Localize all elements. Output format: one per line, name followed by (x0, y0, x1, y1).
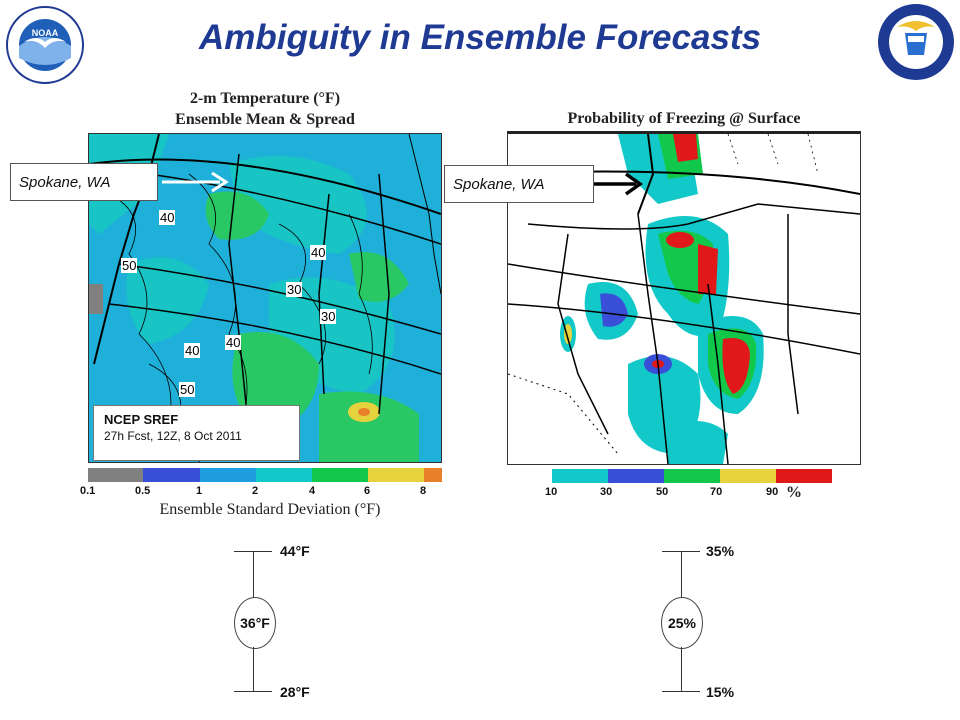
colorbar-swatch (312, 468, 368, 482)
contour-label: 50 (121, 258, 138, 273)
spokane-callout-right: Spokane, WA (444, 165, 594, 203)
upper-bound-value: 44°F (280, 543, 310, 559)
spokane-callout-left: Spokane, WA (10, 163, 158, 201)
colorbar-tick-label: 0.1 (80, 485, 96, 497)
mean-value: 25% (667, 615, 697, 631)
slide-title: Ambiguity in Ensemble Forecasts (198, 18, 762, 57)
forecast-time: 27h Fcst, 12Z, 8 Oct 2011 (104, 429, 242, 443)
std-dev-colorbar-label: Ensemble Standard Deviation (°F) (159, 501, 381, 518)
colorbar-swatch (88, 468, 143, 482)
noaa-logo: NOAA (6, 6, 84, 84)
upper-whisker (253, 551, 254, 597)
spokane-callout-label: Spokane, WA (453, 175, 545, 193)
contour-label: 30 (286, 282, 303, 297)
contour-label: 40 (310, 245, 327, 260)
arrow-right-icon (592, 172, 648, 201)
colorbar-swatch (664, 469, 720, 483)
mean-circle: 25% (661, 597, 703, 649)
lower-bound-value: 28°F (280, 684, 310, 700)
contour-label: 40 (225, 335, 242, 350)
model-info-box: NCEP SREF 27h Fcst, 12Z, 8 Oct 2011 (93, 405, 300, 461)
colorbar-swatch (424, 468, 442, 482)
contour-label: 40 (159, 210, 176, 225)
spokane-callout-label: Spokane, WA (19, 173, 111, 191)
upper-bound-value: 35% (706, 543, 735, 559)
left-panel-title-line2: Ensemble Mean & Spread (175, 111, 355, 128)
contour-label: 50 (179, 382, 196, 397)
colorbar-tick-label: 10 (545, 486, 558, 498)
colorbar-tick-label: 1 (196, 485, 203, 497)
contour-label: 30 (320, 309, 337, 324)
department-of-commerce-seal (877, 3, 955, 81)
model-name: NCEP SREF (104, 412, 179, 427)
upper-whisker (681, 551, 682, 597)
mean-value: 36°F (240, 615, 270, 631)
arrow-right-icon (160, 170, 232, 199)
colorbar-tick-label: 70 (710, 486, 723, 498)
right-panel-title: Probability of Freezing @ Surface (567, 110, 801, 127)
probability-colorbar (552, 469, 832, 483)
lower-bound-line (234, 691, 272, 692)
svg-text:NOAA: NOAA (32, 28, 59, 38)
colorbar-swatch (608, 469, 664, 483)
std-dev-colorbar-ticks: 0.1 0.5 1 2 4 6 8 (60, 485, 460, 499)
lower-whisker (253, 647, 254, 691)
colorbar-tick-label: 0.5 (135, 485, 151, 497)
colorbar-tick-label: 6 (364, 485, 371, 497)
lower-bound-line (662, 691, 700, 692)
colorbar-swatch (368, 468, 424, 482)
colorbar-swatch (200, 468, 256, 482)
colorbar-swatch (720, 469, 776, 483)
lower-whisker (681, 647, 682, 691)
std-dev-colorbar (88, 468, 442, 482)
left-panel-title-line1: 2-m Temperature (°F) (189, 90, 341, 107)
colorbar-swatch (552, 469, 608, 483)
colorbar-tick-label: 4 (309, 485, 316, 497)
colorbar-swatch (776, 469, 832, 483)
colorbar-tick-label: 8 (420, 485, 427, 497)
lower-bound-value: 15% (706, 684, 735, 700)
colorbar-swatch (143, 468, 200, 482)
colorbar-tick-label: 2 (252, 485, 259, 497)
colorbar-tick-label: 90 (766, 486, 779, 498)
colorbar-tick-label: 30 (600, 486, 613, 498)
probability-colorbar-ticks: 10 30 50 70 90 (530, 486, 830, 500)
left-panel-title: 2-m Temperature (°F) Ensemble Mean & Spr… (90, 88, 440, 130)
contour-label: 40 (184, 343, 201, 358)
probability-unit: % (786, 484, 802, 501)
colorbar-tick-label: 50 (656, 486, 669, 498)
colorbar-swatch (256, 468, 312, 482)
mean-circle: 36°F (234, 597, 276, 649)
